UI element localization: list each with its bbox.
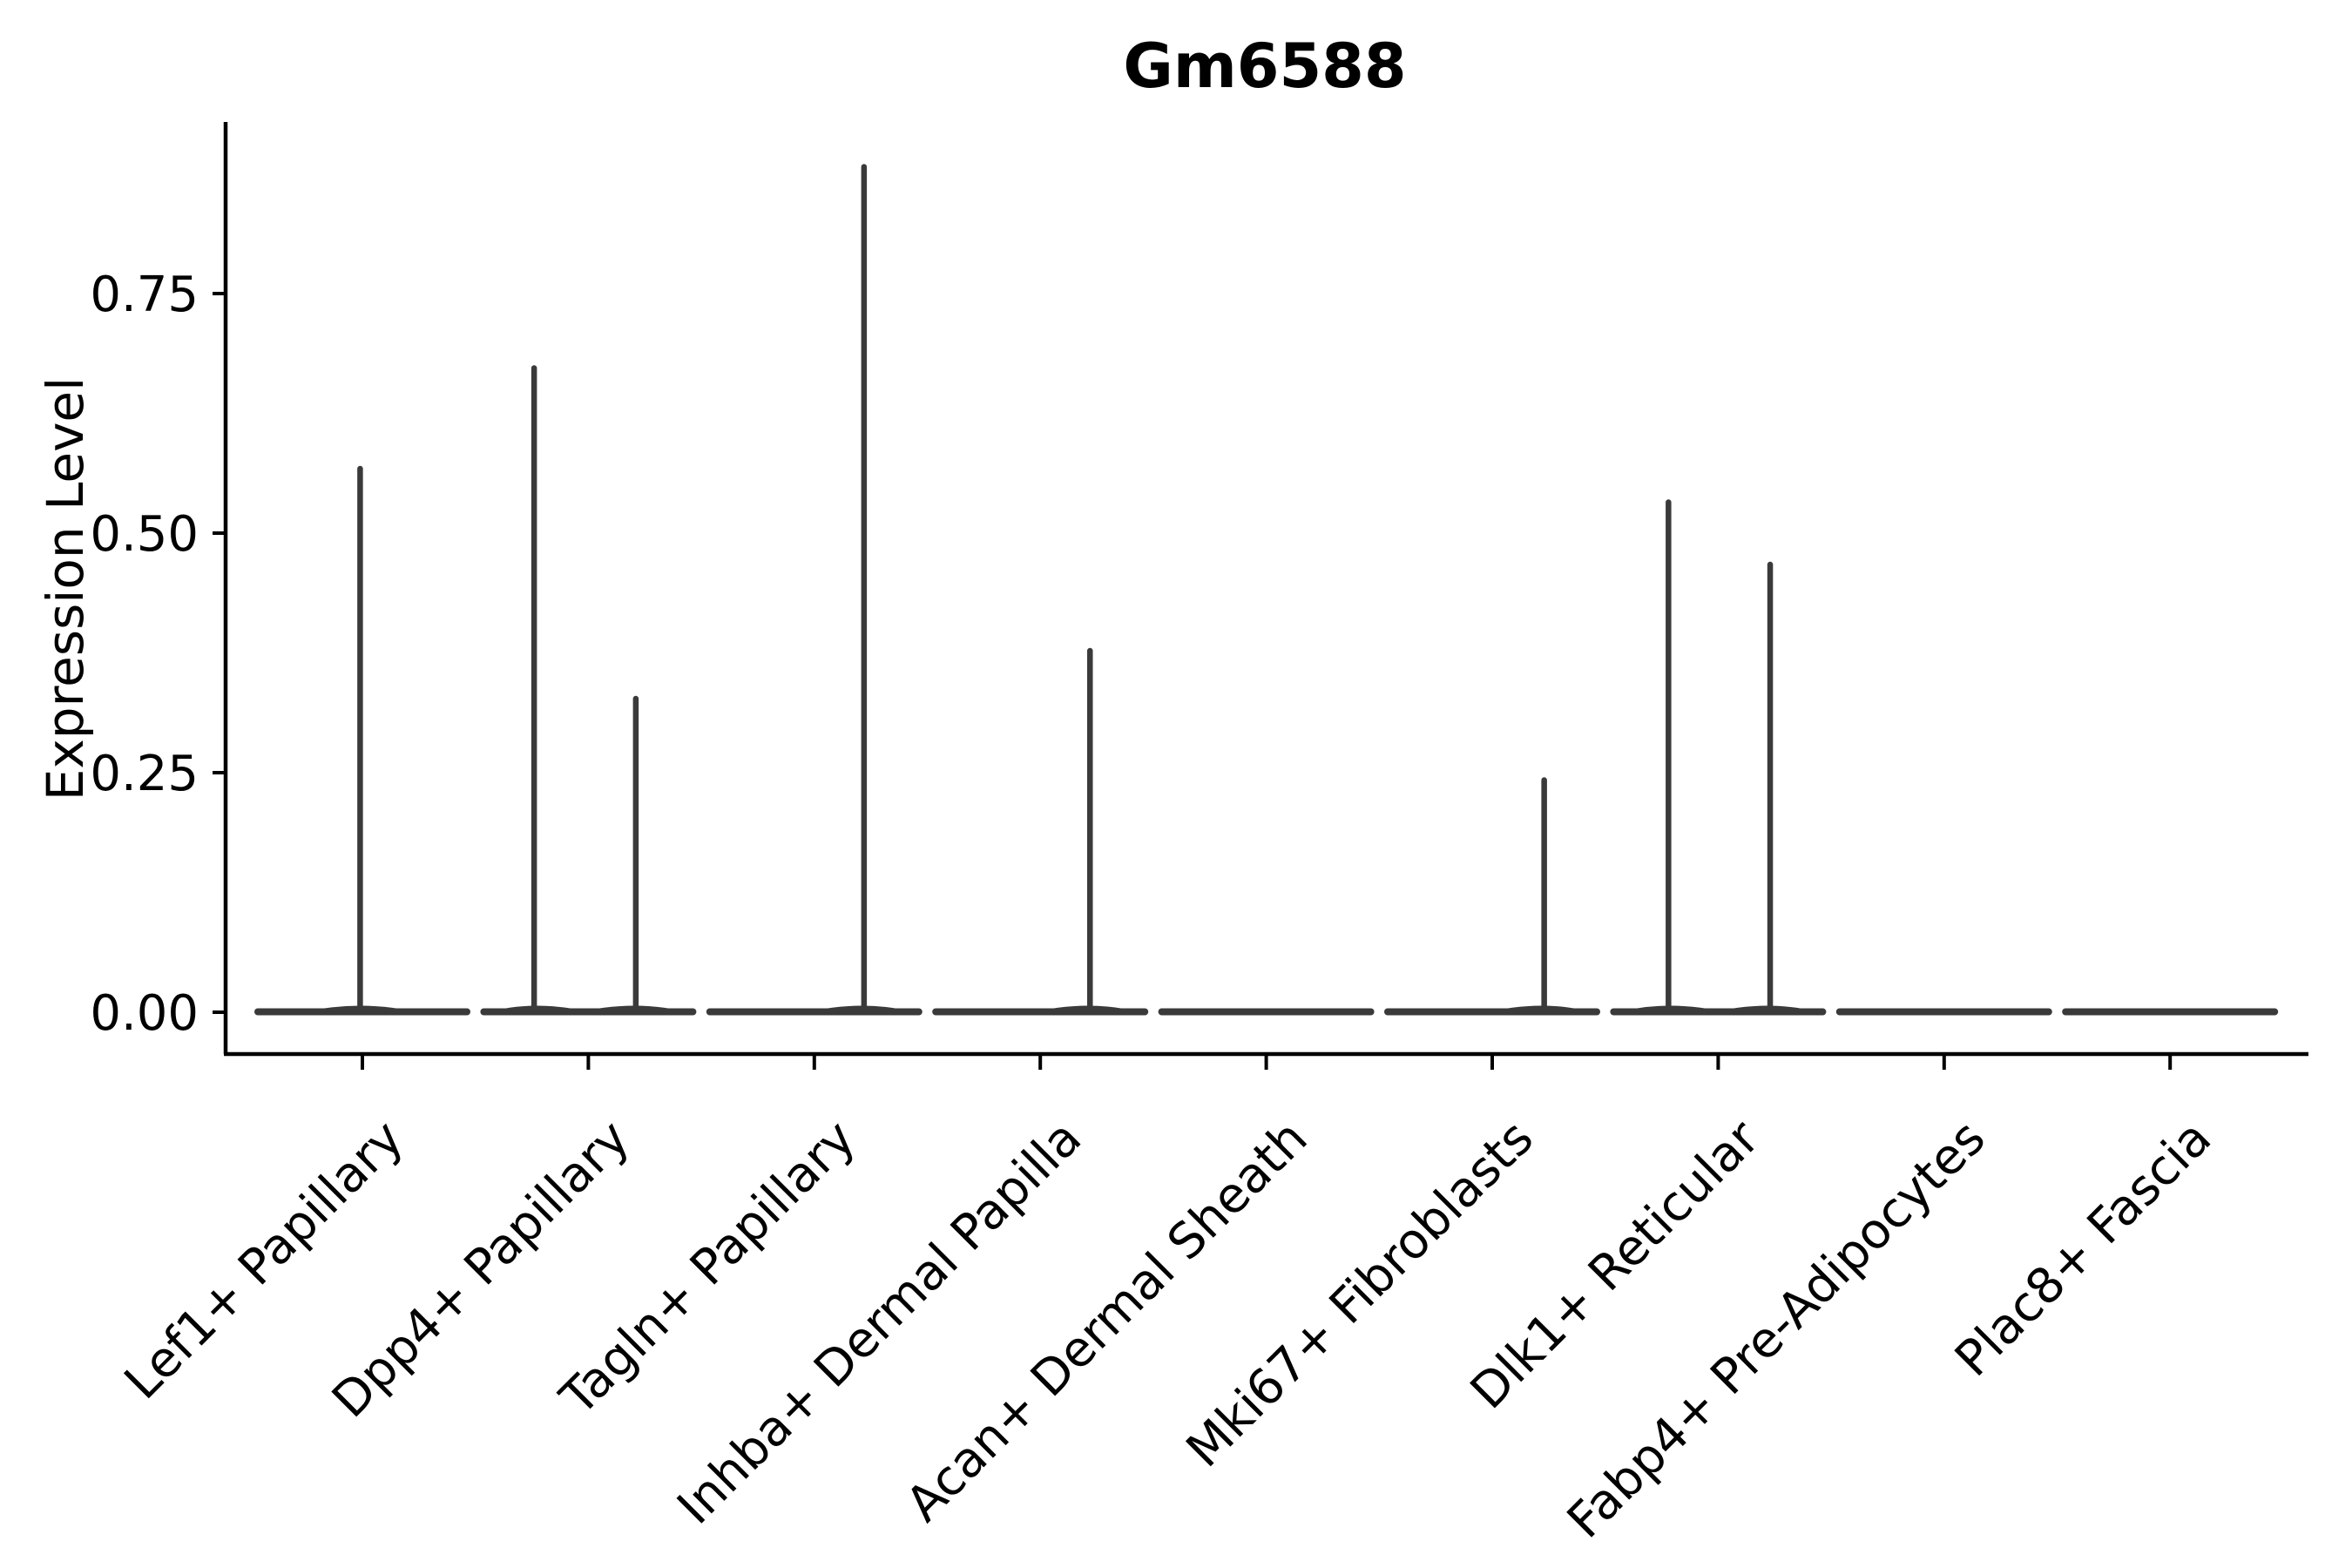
y-tick-label: 0.25 [90,746,199,802]
violin [706,164,923,1016]
violin [480,365,697,1016]
x-tick-label: Inhba+ Dermal Papilla [666,1110,1092,1536]
x-axis-ticks [361,1054,2173,1070]
x-tick-label: Acan+ Dermal Sheath [896,1110,1319,1533]
chart-title: Gm6588 [1123,30,1406,102]
y-tick-label: 0.50 [90,506,199,563]
violin [1384,777,1600,1016]
violin [254,465,470,1016]
x-tick-label: Fabp4+ Pre-Adipocytes [1557,1110,1997,1550]
y-tick-label: 0.75 [90,267,199,323]
y-axis-label: Expression Level [36,377,95,801]
violin [932,647,1149,1016]
y-tick-label: 0.00 [90,985,199,1042]
y-axis-ticks: 0.00 0.25 0.50 0.75 [90,267,226,1042]
violin [1610,499,1827,1016]
violins [254,164,2279,1016]
